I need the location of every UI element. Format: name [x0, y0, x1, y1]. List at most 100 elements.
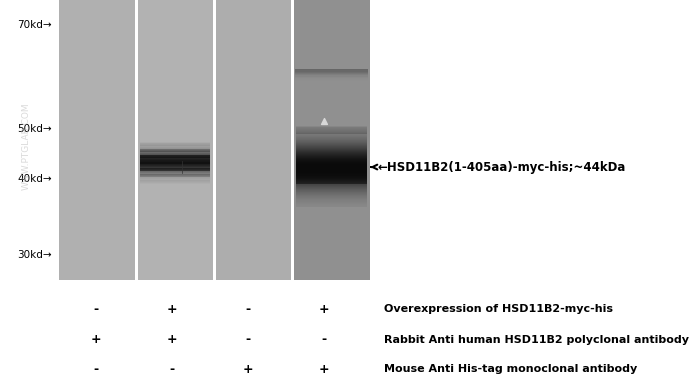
Bar: [295, 126, 368, 127]
Text: Overexpression of HSD11B2-myc-his: Overexpression of HSD11B2-myc-his: [384, 304, 613, 314]
Bar: [295, 133, 368, 135]
Bar: [295, 84, 368, 85]
Bar: [296, 148, 367, 149]
Bar: [140, 179, 210, 180]
Bar: [140, 177, 210, 178]
Bar: [140, 149, 210, 150]
Bar: [295, 69, 368, 70]
Bar: [295, 83, 368, 84]
Bar: [140, 175, 210, 177]
Bar: [140, 174, 210, 176]
Bar: [140, 180, 210, 181]
Text: 50kd→: 50kd→: [17, 124, 52, 134]
Bar: [296, 155, 367, 156]
Bar: [140, 174, 210, 175]
Bar: [140, 142, 210, 143]
Bar: [140, 151, 210, 152]
Bar: [140, 164, 210, 166]
Bar: [296, 197, 367, 198]
Bar: [140, 183, 210, 184]
Bar: [295, 79, 368, 80]
Bar: [140, 181, 210, 183]
Bar: [296, 150, 367, 151]
Bar: [140, 166, 210, 167]
Bar: [296, 193, 367, 194]
Bar: [296, 147, 367, 148]
Point: [318, 118, 329, 124]
Bar: [296, 189, 367, 190]
Bar: [140, 159, 210, 160]
Bar: [296, 162, 367, 164]
Bar: [295, 136, 368, 137]
Bar: [292, 0, 294, 280]
Bar: [295, 78, 368, 79]
Bar: [296, 131, 367, 132]
Bar: [136, 0, 138, 280]
Bar: [296, 142, 367, 143]
Text: Mouse Anti His-tag monoclonal antibody: Mouse Anti His-tag monoclonal antibody: [384, 364, 637, 374]
Bar: [295, 93, 368, 94]
Bar: [295, 137, 368, 138]
Bar: [296, 190, 367, 192]
Bar: [296, 157, 367, 158]
Bar: [59, 0, 135, 280]
Text: Rabbit Anti human HSD11B2 polyclonal antibody: Rabbit Anti human HSD11B2 polyclonal ant…: [384, 335, 689, 345]
Text: -: -: [93, 303, 98, 316]
Bar: [295, 121, 368, 122]
Bar: [295, 96, 368, 98]
Text: ←HSD11B2(1-405aa)-myc-his;~44kDa: ←HSD11B2(1-405aa)-myc-his;~44kDa: [372, 161, 626, 174]
Bar: [296, 198, 367, 199]
Text: 30kd→: 30kd→: [17, 250, 52, 260]
Text: +: +: [166, 303, 177, 316]
Bar: [140, 144, 210, 146]
Bar: [140, 171, 210, 172]
Bar: [296, 139, 367, 140]
Bar: [295, 118, 368, 119]
Bar: [295, 135, 368, 136]
Bar: [296, 134, 367, 136]
Bar: [295, 127, 368, 129]
Bar: [296, 137, 367, 139]
Text: +: +: [318, 363, 329, 376]
Bar: [296, 140, 367, 141]
Bar: [296, 151, 367, 152]
Bar: [140, 152, 210, 153]
Bar: [295, 76, 368, 78]
Bar: [296, 175, 367, 177]
Bar: [296, 129, 367, 131]
Bar: [295, 75, 368, 76]
Bar: [296, 145, 367, 146]
Bar: [140, 180, 210, 182]
Bar: [296, 180, 367, 182]
Bar: [296, 158, 367, 159]
Bar: [295, 106, 368, 108]
Bar: [295, 89, 368, 90]
Bar: [295, 129, 368, 130]
Bar: [295, 91, 368, 93]
Bar: [295, 109, 368, 110]
Bar: [140, 156, 210, 157]
Text: WWW.PTGLAB.COM: WWW.PTGLAB.COM: [21, 102, 31, 190]
Bar: [140, 157, 210, 159]
Bar: [215, 0, 291, 280]
Bar: [140, 148, 210, 149]
Text: -: -: [93, 363, 98, 376]
Bar: [296, 184, 367, 185]
Bar: [295, 103, 368, 104]
Bar: [296, 172, 367, 174]
Bar: [140, 176, 210, 177]
Bar: [295, 99, 368, 100]
Bar: [296, 199, 367, 200]
Bar: [140, 163, 210, 164]
Bar: [295, 120, 368, 121]
Bar: [295, 140, 368, 141]
Bar: [296, 196, 367, 197]
Bar: [140, 142, 210, 144]
Bar: [140, 167, 210, 169]
Bar: [140, 145, 210, 146]
Bar: [295, 132, 368, 133]
Bar: [296, 187, 367, 188]
Bar: [296, 153, 367, 154]
Bar: [295, 95, 368, 96]
Bar: [296, 171, 367, 173]
